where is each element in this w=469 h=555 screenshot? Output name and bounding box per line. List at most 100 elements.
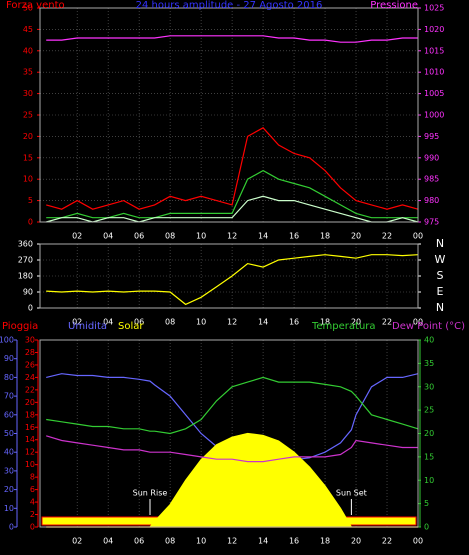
legend-label: Temperatura bbox=[311, 321, 376, 332]
y-tick-label: 26 bbox=[25, 360, 35, 369]
annotation: Sun Set bbox=[336, 489, 367, 498]
y-tick-label: 40 bbox=[23, 46, 33, 55]
y-tick-label: 40 bbox=[424, 336, 434, 345]
legend-label: Umidita bbox=[68, 321, 107, 332]
x-tick-label: 10 bbox=[196, 232, 206, 241]
x-tick-label: 20 bbox=[351, 232, 361, 241]
x-tick-label: 20 bbox=[351, 318, 361, 327]
y-tick-label: 10 bbox=[23, 175, 33, 184]
y-tick-label: 24 bbox=[25, 373, 35, 382]
x-tick-label: 06 bbox=[134, 318, 144, 327]
y-tick-label: 1010 bbox=[424, 68, 444, 77]
y-tick-label: 1005 bbox=[424, 89, 444, 98]
y-tick-label: 100 bbox=[0, 336, 14, 345]
y-tick-label: 270 bbox=[18, 256, 33, 265]
legend-label: Dew Point (°C) bbox=[392, 321, 465, 332]
y-tick-label: 90 bbox=[4, 354, 14, 363]
x-tick-label: 06 bbox=[134, 232, 144, 241]
area bbox=[46, 432, 418, 528]
x-tick-label: 02 bbox=[72, 318, 82, 327]
left-axis-title: Forza vento bbox=[6, 0, 65, 11]
right-axis-title: Pressione bbox=[370, 0, 418, 11]
x-tick-label: 22 bbox=[382, 232, 392, 241]
y-tick-label: 5 bbox=[28, 196, 33, 205]
y-tick-label: 30 bbox=[25, 336, 35, 345]
y-tick-label: 0 bbox=[28, 304, 33, 313]
y-tick-label: 22 bbox=[25, 385, 35, 394]
chart-title: 24 hours amplitude - 27 Agosto 2016 bbox=[136, 0, 323, 11]
y-tick-label: 10 bbox=[25, 460, 35, 469]
y-tick-label: 2 bbox=[30, 510, 35, 519]
y-tick-label: 8 bbox=[30, 473, 35, 482]
y-tick-label: 15 bbox=[424, 452, 434, 461]
y-tick-label: 10 bbox=[4, 504, 14, 513]
y-tick-label: 180 bbox=[18, 272, 33, 281]
y-tick-label: 980 bbox=[424, 196, 439, 205]
y-tick-label: 1020 bbox=[424, 25, 444, 34]
x-tick-label: 12 bbox=[227, 318, 237, 327]
x-tick-label: 08 bbox=[165, 318, 175, 327]
x-tick-label: 14 bbox=[258, 537, 268, 546]
y-tick-label: 360 bbox=[18, 240, 33, 249]
y-tick-label: 995 bbox=[424, 132, 439, 141]
y-tick-label: 1025 bbox=[424, 4, 444, 13]
y-tick-label: 80 bbox=[4, 373, 14, 382]
x-tick-label: 10 bbox=[196, 318, 206, 327]
y-tick-label: 1015 bbox=[424, 46, 444, 55]
y-tick-label: 4 bbox=[30, 498, 35, 507]
x-tick-label: 04 bbox=[103, 232, 113, 241]
y-tick-label: 40 bbox=[4, 448, 14, 457]
y-tick-label: 10 bbox=[424, 476, 434, 485]
series-line bbox=[46, 195, 419, 223]
series-line bbox=[46, 35, 418, 43]
y-tick-label: 14 bbox=[25, 435, 35, 444]
x-tick-label: 18 bbox=[320, 537, 330, 546]
y-tick-label: 35 bbox=[424, 359, 434, 368]
plot-frame bbox=[39, 339, 419, 528]
y-tick-label: 20 bbox=[424, 429, 434, 438]
y-tick-label: W bbox=[435, 253, 446, 266]
x-tick-label: 16 bbox=[289, 232, 299, 241]
y-tick-label: 0 bbox=[30, 523, 35, 532]
y-tick-label: 50 bbox=[4, 429, 14, 438]
x-tick-label: 14 bbox=[258, 232, 268, 241]
x-tick-label: 22 bbox=[382, 537, 392, 546]
legend-label: Solar bbox=[118, 321, 144, 332]
y-tick-label: 985 bbox=[424, 175, 439, 184]
y-tick-label: 0 bbox=[424, 523, 429, 532]
x-tick-label: 18 bbox=[320, 232, 330, 241]
y-tick-label: 20 bbox=[25, 398, 35, 407]
legend-label: Pioggia bbox=[2, 321, 38, 332]
y-tick-label: 90 bbox=[23, 288, 33, 297]
x-tick-label: 00 bbox=[413, 537, 423, 546]
y-tick-label: 25 bbox=[23, 111, 33, 120]
x-tick-label: 08 bbox=[165, 537, 175, 546]
y-tick-label: 20 bbox=[23, 132, 33, 141]
x-tick-label: 06 bbox=[134, 537, 144, 546]
y-tick-label: 1000 bbox=[424, 111, 444, 120]
x-tick-label: 10 bbox=[196, 537, 206, 546]
y-tick-label: 0 bbox=[9, 523, 14, 532]
y-tick-label: 18 bbox=[25, 410, 35, 419]
series-line bbox=[46, 127, 419, 210]
x-tick-label: 00 bbox=[413, 232, 423, 241]
x-tick-label: 12 bbox=[227, 232, 237, 241]
x-tick-label: 20 bbox=[351, 537, 361, 546]
y-tick-label: 50 bbox=[23, 4, 33, 13]
y-tick-label: 70 bbox=[4, 392, 14, 401]
annotation: Sun Rise bbox=[133, 489, 168, 498]
y-tick-label: 30 bbox=[4, 466, 14, 475]
y-tick-label: 16 bbox=[25, 423, 35, 432]
x-tick-label: 00 bbox=[413, 318, 423, 327]
plot-frame bbox=[39, 7, 419, 223]
x-tick-label: 04 bbox=[103, 537, 113, 546]
x-tick-label: 22 bbox=[382, 318, 392, 327]
y-tick-label: 35 bbox=[23, 68, 33, 77]
series-line bbox=[46, 435, 418, 463]
y-tick-label: 975 bbox=[424, 218, 439, 227]
y-tick-label: 28 bbox=[25, 348, 35, 357]
x-tick-label: 16 bbox=[289, 318, 299, 327]
x-tick-label: 14 bbox=[258, 318, 268, 327]
x-tick-label: 16 bbox=[289, 537, 299, 546]
